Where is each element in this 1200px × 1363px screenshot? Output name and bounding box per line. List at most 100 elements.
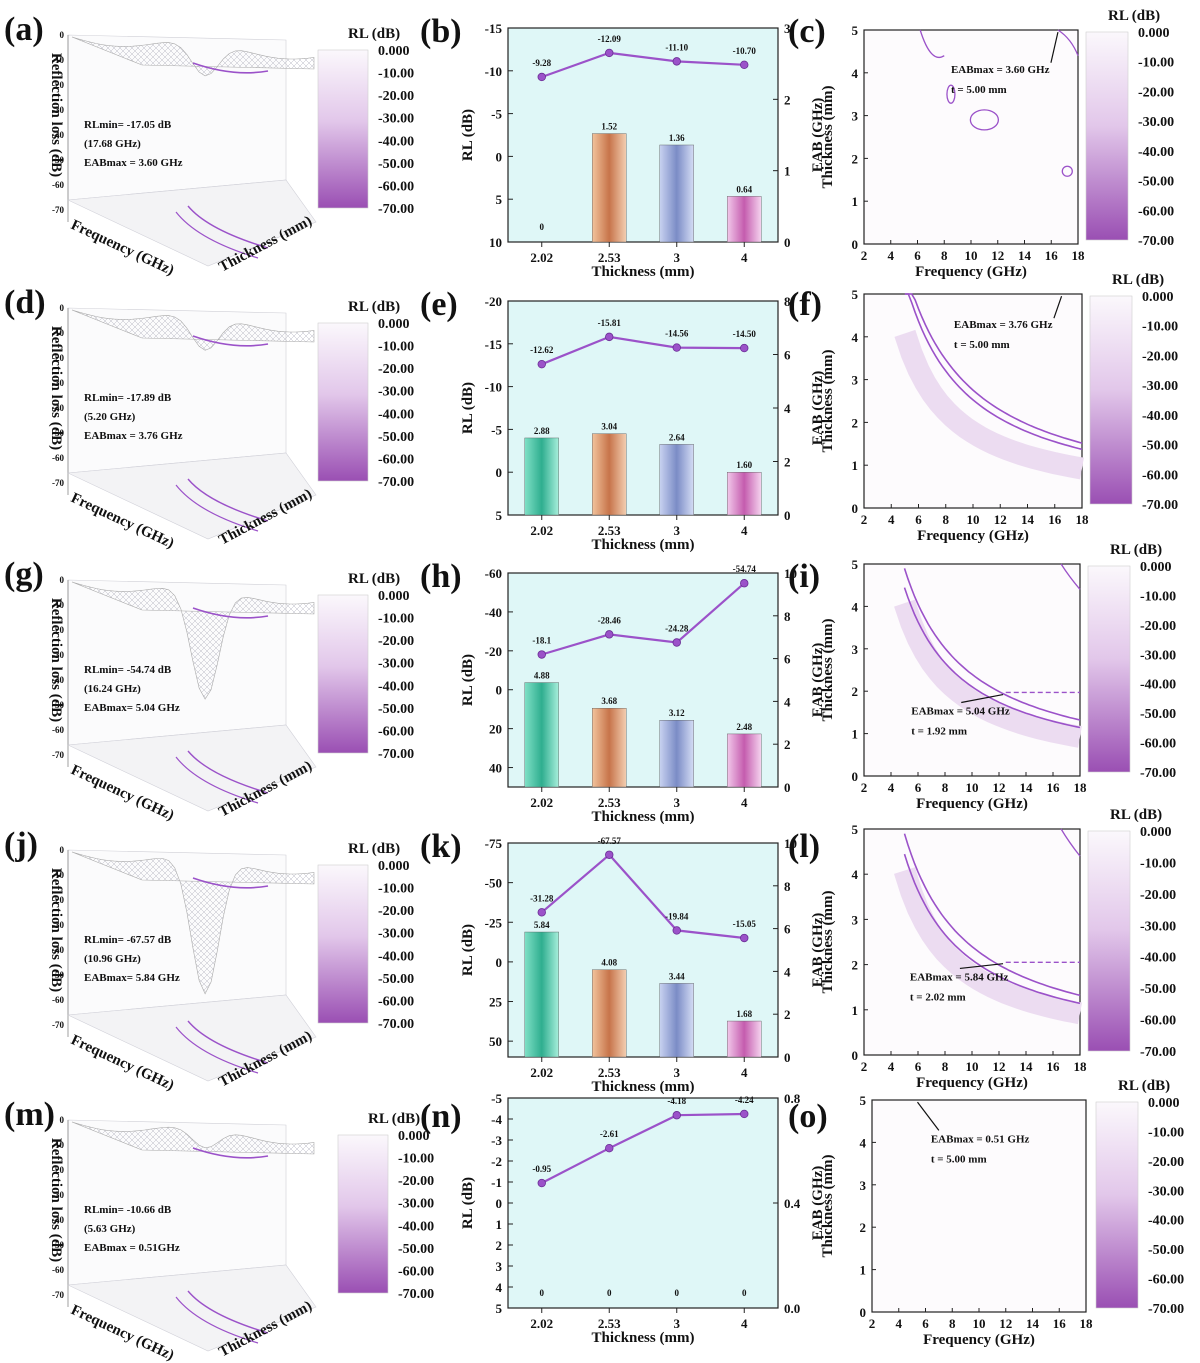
rl-point xyxy=(605,48,614,58)
contour-annotation: t = 5.00 mm xyxy=(931,1153,987,1165)
panel-label: (a) xyxy=(4,11,44,48)
rl-point-label: -18.1 xyxy=(532,636,551,646)
z-tick-label: -20 xyxy=(52,895,64,905)
x-tick-label: 14 xyxy=(1020,780,1034,795)
y-tick-label: 3 xyxy=(852,642,859,657)
colorbar: RL (dB) 0.000 -10.00 -20.00 -30.00 -40.00 -50.… xyxy=(317,841,414,1032)
x-tick-label: 6 xyxy=(915,512,922,527)
eab-tick-label: 8 xyxy=(784,609,791,624)
surface-plot-j: (j) 0 -10 -20 -30 -40 -50 -60 -70 Reflection loss… xyxy=(4,826,317,1094)
eab-bar xyxy=(659,144,694,243)
rl-point xyxy=(537,650,546,659)
colorbar-gradient xyxy=(317,49,369,209)
x-tick-label: 14 xyxy=(1020,1059,1034,1074)
floor-contour xyxy=(175,756,259,804)
x-tick-label: 6 xyxy=(915,1059,922,1074)
z-tick-label: -10 xyxy=(52,870,64,880)
surface-contour xyxy=(192,335,269,347)
colorbar-title: RL (dB) xyxy=(1110,542,1162,558)
x-tick-label: 4 xyxy=(888,1059,895,1074)
eab-tick-label: 2 xyxy=(784,1007,791,1022)
colorbar: RL (dB) 0.000 -10.00 -20.00 -30.00 -40.00 -50.… xyxy=(317,299,414,490)
colorbar: RL (dB) 0.000 -10.00 -20.00 -30.00 -40.00 -50.… xyxy=(1095,1078,1184,1317)
x-tick-label: 4 xyxy=(741,1316,748,1331)
y-tick-label: 5 xyxy=(852,822,859,837)
x-tick-label: 12 xyxy=(999,1316,1012,1331)
contour-line xyxy=(1060,828,1081,857)
contour-annotation: t = 1.92 mm xyxy=(911,726,967,738)
contour-shade xyxy=(894,867,1083,1025)
x-tick-label: 4 xyxy=(888,512,895,527)
rl-tick-label: -3 xyxy=(491,1133,502,1148)
x-axis-label: Frequency (GHz) xyxy=(916,796,1028,812)
eab-tick-label: 3 xyxy=(784,21,791,36)
colorbar-tick-label: -40.00 xyxy=(378,679,414,694)
annotation: (10.96 GHz) xyxy=(84,953,141,965)
contour-line xyxy=(969,109,1000,131)
colorbar-tick-label: -30.00 xyxy=(398,1197,434,1212)
z-tick-label: -20 xyxy=(52,1165,64,1175)
rl-point-label: -24.28 xyxy=(665,623,689,633)
colorbar-tick-label: -30.00 xyxy=(378,385,414,400)
rl-tick-label: -40 xyxy=(485,605,502,620)
z-tick-label: 0 xyxy=(60,845,65,855)
bar-line-chart-k: (k) 5.84 4.08 3.44 1.68 -31.28 -67.57 -19.84 -15… xyxy=(420,828,826,1095)
rl-point xyxy=(672,57,681,66)
surface-plot-m: (m) 0 -10 -20 -30 -40 -50 -60 -70 Reflection loss… xyxy=(4,1096,317,1363)
floor-contour xyxy=(187,750,269,794)
colorbar-tick-label: -70.00 xyxy=(378,202,414,217)
panel-label: (o) xyxy=(788,1098,828,1135)
z-tick-label: -70 xyxy=(52,1290,64,1300)
y-axis-label: Thickness (mm) xyxy=(820,86,836,189)
panel-label: (c) xyxy=(788,13,826,50)
rl-line xyxy=(541,335,745,366)
x-tick-label: 4 xyxy=(896,1316,903,1331)
rl-tick-label: 3 xyxy=(496,1259,503,1274)
rl-point-label: -19.84 xyxy=(665,911,689,921)
surface-mesh xyxy=(71,309,315,351)
y-axis-label: Thickness (mm) xyxy=(820,350,836,453)
rl-point xyxy=(537,72,546,82)
rl-tick-label: -4 xyxy=(491,1112,502,1127)
z-axis-label: Reflection loss (dB) xyxy=(48,326,64,450)
colorbar-title: RL (dB) xyxy=(1108,8,1160,24)
contour-annotation: EABmax = 5.04 GHz xyxy=(911,706,1010,718)
panel-label: (d) xyxy=(4,284,46,321)
colorbar-tick-label: -30.00 xyxy=(378,112,414,127)
y-tick-label: 1 xyxy=(852,727,859,742)
rl-point xyxy=(537,908,546,917)
x-tick-label: 4 xyxy=(741,795,748,810)
rl-tick-label: 10 xyxy=(489,235,502,250)
annotation: (17.68 GHz) xyxy=(84,138,141,150)
z-tick-label: -60 xyxy=(52,995,64,1005)
colorbar-tick-label: -60.00 xyxy=(1138,204,1174,219)
y-axis-label: Thickness (mm) xyxy=(820,1155,836,1258)
colorbar-tick-label: -40.00 xyxy=(1138,145,1174,160)
colorbar-tick-label: 0.000 xyxy=(378,44,410,59)
colorbar-tick-label: -30.00 xyxy=(1140,919,1176,934)
z-tick-label: -60 xyxy=(52,180,64,190)
rl-point-label: -28.46 xyxy=(598,615,622,625)
surface-mesh xyxy=(71,36,315,77)
eab-axis-label: EAB (GHz) xyxy=(810,98,826,173)
colorbar-tick-label: 0.000 xyxy=(378,859,410,874)
eab-bar xyxy=(659,983,694,1058)
z-tick-label: 0 xyxy=(60,303,65,313)
colorbar-title: RL (dB) xyxy=(348,26,400,42)
rl-tick-label: 5 xyxy=(496,192,503,207)
colorbar-tick-label: -50.00 xyxy=(1138,175,1174,190)
annotation: RLmin= -67.57 dB xyxy=(84,934,172,946)
colorbar-tick-label: -20.00 xyxy=(378,89,414,104)
eab-bar xyxy=(524,682,559,788)
panel-label: (b) xyxy=(420,13,462,50)
colorbar-title: RL (dB) xyxy=(1112,272,1164,288)
panel-label: (n) xyxy=(420,1098,462,1135)
contour-line xyxy=(946,84,956,104)
rl-point xyxy=(537,359,546,369)
eab-tick-label: 6 xyxy=(784,348,791,363)
x-tick-label: 10 xyxy=(966,1059,979,1074)
colorbar-tick-label: -10.00 xyxy=(1140,589,1176,604)
annotation: EABmax = 3.76 GHz xyxy=(84,430,183,442)
floor-contour xyxy=(187,1290,269,1334)
colorbar-tick-label: -50.00 xyxy=(398,1242,434,1257)
